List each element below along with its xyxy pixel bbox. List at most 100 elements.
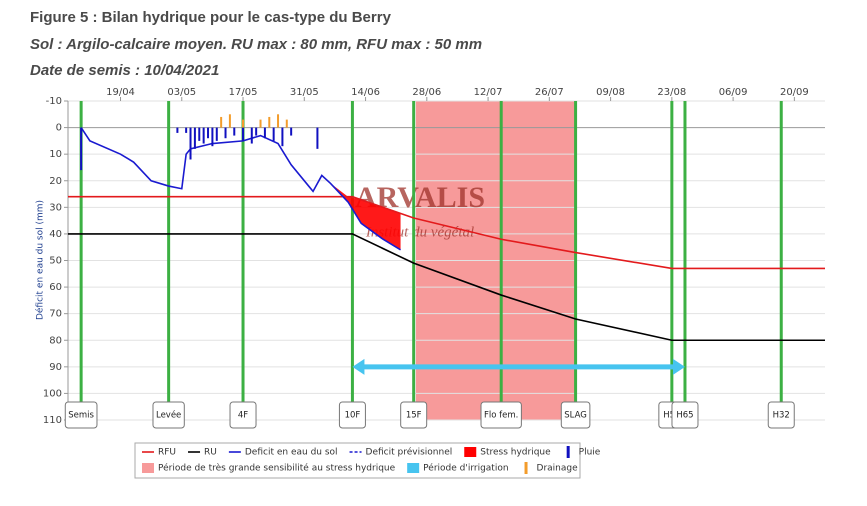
chart-subtitle: Date de semis : 10/04/2021 [30,62,219,79]
stage-label: SLAG [560,401,591,429]
stage-box [64,401,98,429]
y-tick-label: 90 [49,362,62,373]
stage-label: H65 [671,401,699,429]
stage-label: 15F [400,401,428,429]
stage-box [480,401,522,429]
bar [228,114,231,128]
stage-label: 4F [229,401,257,429]
stage-label: Semis [64,401,98,429]
x-tick-label: 12/07 [474,87,503,98]
x-tick-label: 14/06 [351,87,380,98]
bar [263,127,266,139]
legend-label: Période d'irrigation [423,463,508,474]
y-tick-label: 40 [49,229,62,240]
stage-text: 4F [238,411,248,421]
legend-label: RU [204,448,217,458]
y-axis-label: Déficit en eau du sol (mm) [35,200,46,320]
bar [250,127,253,144]
bar [277,114,280,128]
arrow-head [352,358,365,375]
series-line [68,233,825,342]
bar [272,127,275,141]
legend-swatch [524,462,528,474]
legend-label: Drainage [537,464,579,474]
x-tick-label: 06/09 [719,87,748,98]
x-tick-label: 19/04 [106,87,135,98]
stage-text: Levée [156,410,181,421]
stage-label: Levée [152,401,185,429]
bar [255,127,258,136]
y-tick-label: 10 [49,149,62,160]
x-tick-label: 09/08 [596,87,625,98]
legend-label: Pluie [579,448,601,458]
chart-subtitle: Sol : Argilo-calcaire moyen. RU max : 80… [30,36,482,53]
legend-label: Deficit prévisionnel [366,447,453,458]
legend-label: Période de très grande sensibilité au st… [158,463,396,474]
bar [242,119,245,128]
y-tick-label: 20 [49,176,62,187]
stress-area [330,183,401,250]
y-tick-label: 50 [49,256,62,267]
y-tick-label: 30 [49,202,62,213]
bar [259,119,262,128]
stage-text: H65 [676,411,693,421]
legend-swatch [464,447,477,457]
bar [290,127,293,136]
y-tick-label: 110 [43,415,62,426]
bar [80,127,83,171]
legend-swatch [142,463,154,473]
bar [198,127,201,141]
bar [242,127,245,141]
x-tick-label: 23/08 [657,87,686,98]
series-line [68,195,825,270]
stage-box [152,401,185,429]
bar [207,127,210,139]
bar [285,119,288,128]
bar [211,127,214,147]
bar [189,127,192,160]
stage-box [671,401,699,429]
stage-text: H32 [773,411,790,421]
x-tick-label: 17/05 [229,87,258,98]
legend-swatch [566,446,570,458]
stage-box [560,401,591,429]
y-tick-label: -10 [46,96,62,107]
bar [193,127,196,149]
arrow-head [672,358,685,375]
stage-box [229,401,257,429]
stage-text: SLAG [564,411,587,421]
legend-label: Stress hydrique [480,448,551,458]
x-tick-label: 26/07 [535,87,564,98]
bar [224,127,227,139]
bar [233,127,236,136]
x-tick-label: 03/05 [167,87,196,98]
stage-box [767,401,795,429]
bar [220,116,223,128]
bar [316,127,319,149]
bar [215,127,218,141]
bar [185,127,188,133]
bar [268,116,271,128]
stage-text: 15F [406,411,422,421]
bar [281,127,284,147]
x-tick-label: 28/06 [412,87,441,98]
y-tick-label: 70 [49,309,62,320]
stage-text: 10F [345,411,361,421]
bar [176,127,179,133]
y-tick-label: 80 [49,335,62,346]
legend-label: RFU [158,448,176,458]
stage-box [400,401,428,429]
y-tick-label: 100 [43,388,62,399]
stage-label: H32 [767,401,795,429]
legend-box [134,442,581,479]
stage-label: 10F [338,401,366,429]
legend-swatch [407,463,420,473]
x-tick-label: 31/05 [290,87,319,98]
stage-box [338,401,366,429]
x-tick-label: 20/09 [780,87,809,98]
stage-label: Flo fem. [480,401,522,429]
bar [202,127,205,144]
stage-text: Flo fem. [484,411,518,421]
